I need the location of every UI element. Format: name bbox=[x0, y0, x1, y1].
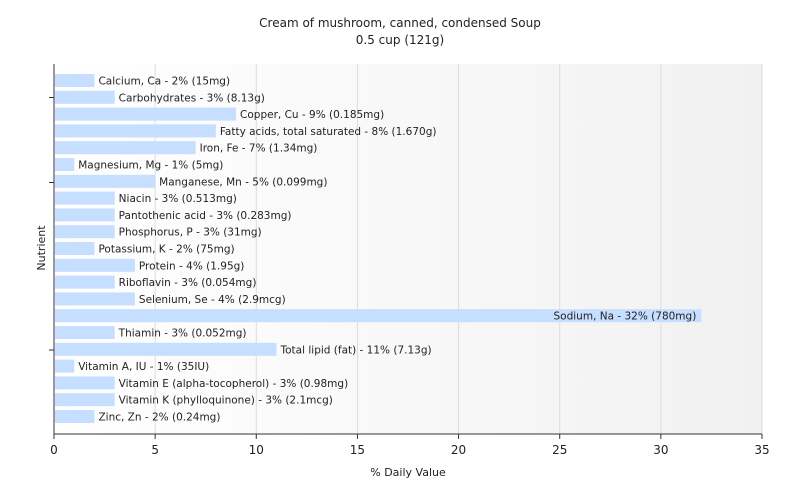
x-tick-label: 15 bbox=[350, 443, 365, 457]
bar bbox=[55, 74, 95, 87]
bar-label: Fatty acids, total saturated - 8% (1.670… bbox=[220, 126, 437, 138]
bar-label: Riboflavin - 3% (0.054mg) bbox=[119, 277, 257, 289]
bar bbox=[55, 393, 115, 407]
bar-label: Selenium, Se - 4% (2.9mcg) bbox=[139, 294, 286, 306]
bar bbox=[55, 208, 115, 222]
bar-label: Total lipid (fat) - 11% (7.13g) bbox=[280, 344, 432, 356]
bar-label: Potassium, K - 2% (75mg) bbox=[98, 244, 234, 256]
bar bbox=[55, 410, 95, 423]
bar bbox=[55, 258, 135, 272]
bar-label: Niacin - 3% (0.513mg) bbox=[119, 193, 237, 205]
bar-label: Sodium, Na - 32% (780mg) bbox=[554, 311, 697, 323]
bar bbox=[55, 141, 196, 155]
x-tick-label: 25 bbox=[552, 443, 567, 457]
bar bbox=[55, 342, 277, 356]
bar bbox=[55, 191, 115, 205]
bar bbox=[55, 90, 115, 104]
bar bbox=[55, 275, 115, 289]
bar bbox=[55, 359, 75, 373]
x-tick-label: 35 bbox=[754, 443, 769, 457]
bar-label: Protein - 4% (1.95g) bbox=[139, 260, 245, 272]
bar-label: Vitamin E (alpha-tocopherol) - 3% (0.98m… bbox=[119, 378, 349, 390]
x-tick-label: 20 bbox=[451, 443, 466, 457]
x-tick-label: 10 bbox=[249, 443, 264, 457]
chart-subtitle: 0.5 cup (121g) bbox=[356, 33, 444, 47]
bar-label: Carbohydrates - 3% (8.13g) bbox=[119, 92, 265, 104]
bar-label: Calcium, Ca - 2% (15mg) bbox=[98, 76, 230, 88]
chart-title: Cream of mushroom, canned, condensed Sou… bbox=[259, 16, 541, 30]
bar-label: Magnesium, Mg - 1% (5mg) bbox=[78, 160, 223, 172]
bar bbox=[55, 124, 216, 138]
bar bbox=[55, 309, 702, 323]
bar bbox=[55, 225, 115, 239]
x-tick-label: 5 bbox=[151, 443, 159, 457]
bar-label: Manganese, Mn - 5% (0.099mg) bbox=[159, 176, 327, 188]
bar bbox=[55, 326, 115, 339]
bar-label: Zinc, Zn - 2% (0.24mg) bbox=[98, 412, 220, 424]
bar bbox=[55, 107, 237, 121]
bar-label: Iron, Fe - 7% (1.34mg) bbox=[200, 143, 318, 155]
bar-label: Phosphorus, P - 3% (31mg) bbox=[119, 227, 262, 239]
x-tick-label: 30 bbox=[653, 443, 668, 457]
bar-label: Vitamin A, IU - 1% (35IU) bbox=[78, 361, 209, 373]
bar-label: Thiamin - 3% (0.052mg) bbox=[118, 328, 247, 340]
bar-label: Copper, Cu - 9% (0.185mg) bbox=[240, 109, 384, 121]
bars: Calcium, Ca - 2% (15mg) Carbohydrates - 3… bbox=[55, 74, 702, 424]
x-axis-title: % Daily Value bbox=[370, 466, 446, 479]
bar-label: Pantothenic acid - 3% (0.283mg) bbox=[119, 210, 292, 222]
y-axis-title: Nutrient bbox=[35, 225, 48, 271]
bar bbox=[55, 376, 115, 390]
bar bbox=[55, 292, 135, 306]
bar bbox=[55, 158, 75, 171]
axes: 0 5 10 15 20 25 30 35 bbox=[49, 64, 770, 457]
x-tick-label: 0 bbox=[50, 443, 58, 457]
bar bbox=[55, 174, 156, 188]
bar-label: Vitamin K (phylloquinone) - 3% (2.1mcg) bbox=[119, 395, 333, 407]
bar bbox=[55, 242, 95, 255]
